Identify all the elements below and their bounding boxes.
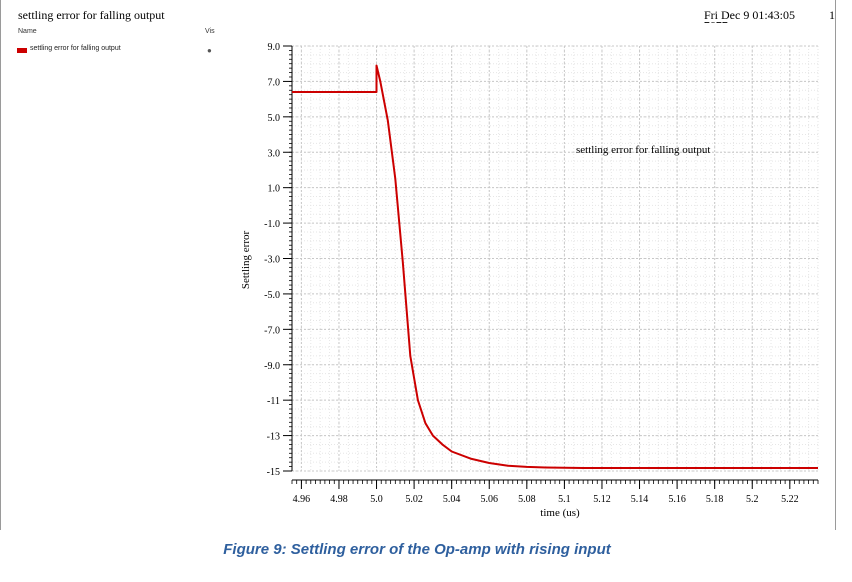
x-tick-label: 5.2: [746, 494, 759, 505]
y-tick-label: -15: [267, 467, 280, 478]
figure-caption: Figure 9: Settling error of the Op-amp w…: [223, 541, 611, 558]
timestamp-overflow: 2022: [704, 22, 728, 26]
x-axis-label: time (us): [540, 507, 580, 519]
y-tick-label: 7.0: [268, 77, 281, 88]
x-tick-label: 5.1: [558, 494, 571, 505]
chart-grid: [291, 45, 819, 472]
timestamp: Fri Dec 9 01:43:05: [704, 8, 795, 22]
window-title: settling error for falling output: [18, 8, 165, 22]
legend-swatch: [17, 48, 27, 53]
x-tick-label: 5.08: [518, 494, 536, 505]
y-tick-label: -13: [267, 432, 280, 443]
y-axis-label: Settling error: [240, 230, 252, 289]
y-tick-label: -9.0: [264, 361, 280, 372]
x-tick-label: 4.96: [293, 494, 311, 505]
plot-window-frame: [0, 0, 836, 530]
y-tick-label: -11: [267, 396, 280, 407]
legend-entry[interactable]: settling error for falling output ●: [17, 45, 221, 57]
x-tick-label: 5.18: [706, 494, 724, 505]
x-tick-label: 5.12: [593, 494, 611, 505]
legend-name-header: Name: [18, 28, 37, 35]
legend-vis-header: Vis: [205, 28, 215, 35]
y-tick-label: 9.0: [268, 42, 281, 53]
x-tick-label: 5.14: [631, 494, 649, 505]
y-tick-label: -7.0: [264, 325, 280, 336]
x-tick-label: 5.02: [405, 494, 423, 505]
series-line-settling-error: [292, 64, 818, 469]
y-tick-label: 5.0: [268, 113, 281, 124]
page-number: 1: [829, 8, 835, 22]
y-tick-label: -3.0: [264, 255, 280, 266]
x-tick-label: 5.04: [443, 494, 461, 505]
x-tick-label: 5.0: [370, 494, 383, 505]
y-tick-label: -5.0: [264, 290, 280, 301]
x-tick-label: 5.06: [481, 494, 499, 505]
x-tick-label: 5.22: [781, 494, 799, 505]
eye-icon[interactable]: ●: [207, 46, 212, 55]
chart-series: [292, 64, 818, 469]
chart-ticks: 9.0 7.0 5.0 3.0 1.0 -1.0 -3.0 -5.0 -7.0 -9.0 -11 -1…: [264, 42, 819, 505]
x-tick-label: 4.98: [330, 494, 348, 505]
y-tick-label: 3.0: [268, 148, 281, 159]
y-tick-label: 1.0: [268, 184, 281, 195]
legend-entry-label: settling error for falling output: [30, 45, 121, 52]
y-tick-label: -1.0: [264, 219, 280, 230]
chart-title: settling error for falling output: [576, 144, 710, 156]
x-tick-label: 5.16: [668, 494, 686, 505]
